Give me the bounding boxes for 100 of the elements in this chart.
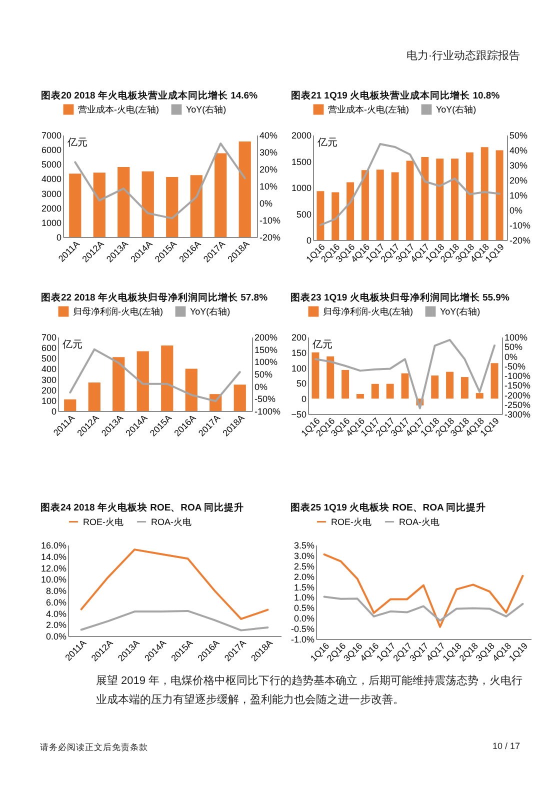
bar xyxy=(88,382,100,411)
legend-label: ROE-火电 xyxy=(83,516,124,527)
y-axis-title: 亿元 xyxy=(316,138,338,148)
text: 10 / 17 xyxy=(492,741,520,751)
bar xyxy=(451,158,458,240)
y2-tick-label: -150% xyxy=(504,380,531,391)
y2-tick-label: 30% xyxy=(510,160,528,170)
y-tick-label: 1500 xyxy=(291,156,312,167)
y-tick-label: 3.0% xyxy=(294,550,314,561)
legend-label: ROA-火电 xyxy=(399,516,440,527)
legend-label: YoY(右轴) xyxy=(440,306,480,317)
bar xyxy=(166,176,178,237)
y-tick-label: 1000 xyxy=(41,218,62,228)
bar xyxy=(238,142,251,237)
y-tick-label: 2.0% xyxy=(294,572,314,582)
y2-tick-label: -50% xyxy=(254,394,276,404)
bar xyxy=(376,170,384,240)
bar xyxy=(346,182,354,240)
bar xyxy=(190,175,202,237)
y-tick-label: 12.0% xyxy=(40,563,66,574)
bar xyxy=(362,170,369,240)
bar xyxy=(386,384,394,399)
y-tick-label: 200 xyxy=(291,332,306,342)
text: 请务必阅读正文后免责条款 xyxy=(40,742,148,754)
bar xyxy=(332,192,340,240)
bar xyxy=(401,373,409,399)
y-tick-label: 6.0% xyxy=(46,597,66,608)
y-tick-label: 5000 xyxy=(41,160,62,170)
bar xyxy=(496,150,504,240)
y2-tick-label: -250% xyxy=(504,400,531,410)
text: 电力·行业动态跟踪报告 xyxy=(406,48,520,63)
y-tick-label: 500 xyxy=(296,209,312,220)
y-tick-label: 400 xyxy=(41,364,56,374)
bar xyxy=(391,172,399,240)
text: 展望 2019 年，电煤价格中枢同比下行的趋势基本确立，后期可能维持震荡态势，火电行业成本端的压力有望逐步缓解，盈利能力也会随之进一步改善。 xyxy=(96,674,524,708)
bar xyxy=(142,171,154,237)
y-tick-label: 0.5% xyxy=(294,603,314,614)
bar xyxy=(466,152,474,240)
chart-title: 图表20 2018 年火电板块营业成本同比增长 14.6% xyxy=(40,90,258,102)
legend-label: 归母净利润-火电(左轴) xyxy=(73,306,163,317)
chart-title: 图表21 1Q19 火电板块营业成本同比增长 10.8% xyxy=(290,90,500,102)
y-tick-label: 2.0% xyxy=(46,620,66,630)
y2-tick-label: 100% xyxy=(504,332,528,342)
y2-tick-label: -100% xyxy=(254,406,281,416)
y2-tick-label: 50% xyxy=(510,130,528,140)
y2-tick-label: 50% xyxy=(254,370,273,380)
y2-tick-label: 30% xyxy=(260,148,278,158)
bar xyxy=(476,393,484,399)
y2-tick-label: 0% xyxy=(510,206,523,216)
y-tick-label: 600 xyxy=(41,343,56,354)
y2-tick-label: 20% xyxy=(510,176,528,186)
bar xyxy=(112,357,125,411)
y2-tick-label: 0% xyxy=(260,198,273,208)
y2-tick-label: 10% xyxy=(260,182,278,192)
y-axis-title: 亿元 xyxy=(312,340,332,350)
chart-title: 图表22 2018 年火电板块归母净利润同比增长 57.8% xyxy=(40,292,268,304)
y-tick-label: 0 xyxy=(301,394,306,404)
y2-tick-label: 0% xyxy=(504,352,518,362)
bar xyxy=(69,174,82,237)
legend-label: YoY(右轴) xyxy=(436,104,476,115)
y-axis-title: 亿元 xyxy=(62,340,82,350)
y-tick-label: 16.0% xyxy=(40,540,66,550)
y-tick-label: -0.5% xyxy=(290,624,314,634)
legend-label: YoY(右轴) xyxy=(190,306,230,317)
y-tick-label: 0.0% xyxy=(294,614,314,624)
y2-tick-label: -200% xyxy=(504,390,531,400)
y-tick-label: 700 xyxy=(41,332,56,342)
bar xyxy=(64,399,76,411)
y2-tick-label: -10% xyxy=(510,220,531,230)
y2-tick-label: 200% xyxy=(254,332,278,342)
y-tick-label: 500 xyxy=(41,354,56,364)
y2-tick-label: 40% xyxy=(260,130,278,140)
y2-tick-label: -20% xyxy=(510,236,531,246)
y2-tick-label: -50% xyxy=(504,361,526,372)
line-series xyxy=(314,338,496,410)
y-tick-label: 0.0% xyxy=(46,632,66,642)
y2-tick-label: -20% xyxy=(260,232,281,242)
bar xyxy=(460,377,468,399)
y-tick-label: 3000 xyxy=(41,188,62,199)
bar xyxy=(185,368,198,411)
y-tick-label: 0 xyxy=(56,232,62,242)
y-tick-label: 100 xyxy=(41,396,56,406)
bar xyxy=(161,345,174,411)
y2-tick-label: 40% xyxy=(510,146,528,156)
line-series xyxy=(323,596,524,622)
y-tick-label: 2000 xyxy=(41,203,62,214)
y-tick-label: 8.0% xyxy=(46,586,66,596)
bar xyxy=(312,352,320,399)
bar xyxy=(316,191,324,240)
y2-tick-label: 50% xyxy=(504,342,523,352)
y-tick-label: 1.0% xyxy=(294,592,314,603)
legend-label: ROE-火电 xyxy=(331,516,372,527)
bar xyxy=(136,351,149,411)
legend-label: YoY(右轴) xyxy=(186,104,226,115)
y2-tick-label: 20% xyxy=(260,164,278,174)
y2-tick-label: -100% xyxy=(504,371,531,381)
line-series xyxy=(80,548,269,620)
y-tick-label: 7000 xyxy=(41,130,62,140)
legend-label: 营业成本-火电(左轴) xyxy=(328,104,409,115)
bar xyxy=(93,172,106,237)
